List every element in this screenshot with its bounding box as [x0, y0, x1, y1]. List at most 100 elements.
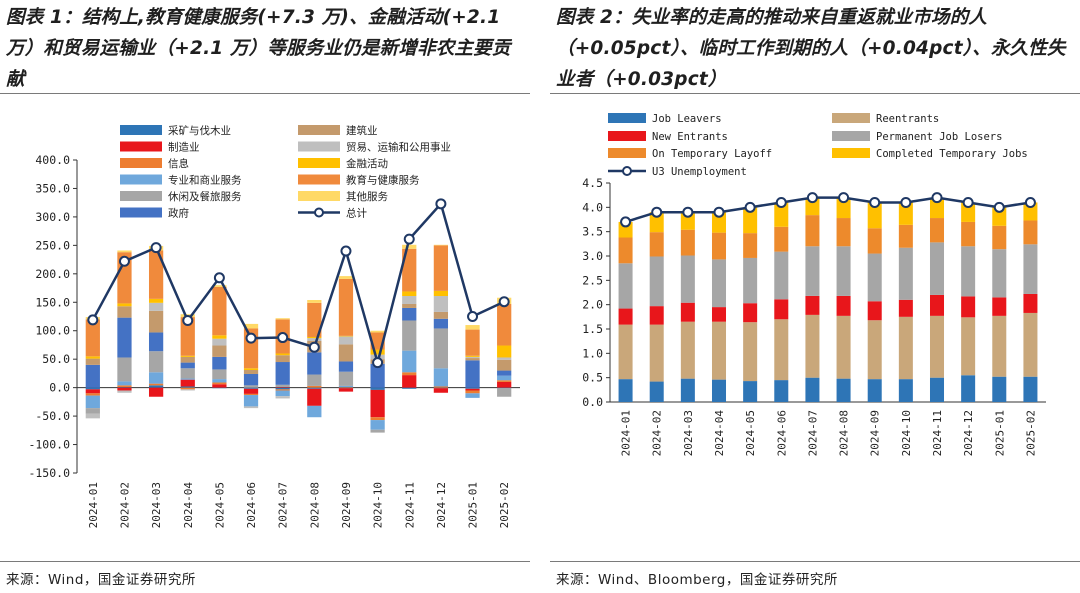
y-tick-label: 4.0 — [582, 200, 603, 214]
x-tick-label: 2024-06 — [775, 410, 788, 456]
bar-segment — [243, 406, 259, 409]
bar-segment — [497, 375, 512, 381]
legend-label: 贸易、运输和公用事业 — [346, 141, 451, 154]
legend-label: 信息 — [168, 157, 189, 170]
legend-swatch — [120, 125, 162, 135]
bar-segment — [148, 372, 164, 384]
bar-segment — [212, 356, 227, 370]
bar-segment — [1023, 202, 1038, 221]
bar-segment — [402, 372, 417, 376]
legend-swatch — [120, 141, 162, 152]
bar-segment — [402, 375, 417, 388]
bar-segment — [307, 387, 322, 389]
x-tick-label: 2024-05 — [744, 410, 757, 456]
bar-segment — [275, 387, 290, 388]
total-marker — [403, 233, 415, 245]
x-tick-label: 2024-03 — [682, 410, 695, 456]
bar-segment — [1023, 376, 1038, 402]
x-tick-label: 2025-01 — [993, 410, 1006, 456]
total-marker — [744, 201, 756, 213]
bar-segment — [497, 345, 512, 358]
bar-segment — [117, 303, 132, 307]
legend-swatch — [608, 131, 646, 141]
bar-segment — [1023, 312, 1038, 377]
x-tick-label: 2024-08 — [308, 482, 321, 528]
y-tick-label: 200.0 — [35, 267, 70, 281]
bar-segment — [867, 202, 882, 229]
x-tick-label: 2024-07 — [806, 410, 819, 456]
right-source-note: 来源：Wind、Bloomberg，国金证券研究所 — [556, 572, 838, 588]
legend-swatch — [120, 207, 162, 218]
bar-segment — [402, 320, 417, 351]
legend-label: 金融活动 — [346, 157, 388, 170]
y-tick-label: 300.0 — [35, 210, 70, 224]
bar-segment — [433, 328, 449, 369]
y-tick-label: 0.5 — [582, 371, 603, 385]
x-tick-label: 2024-12 — [435, 482, 448, 528]
total-marker — [682, 206, 694, 218]
total-line — [91, 201, 505, 368]
bar-segment — [433, 311, 449, 319]
bar-segment — [243, 373, 259, 386]
bar-segment — [338, 387, 354, 389]
bar-segment — [85, 395, 100, 409]
bar-segment — [370, 389, 385, 418]
bar-segment — [243, 388, 259, 394]
bar-segment — [649, 381, 664, 402]
total-marker — [277, 332, 289, 344]
bar-segment — [898, 202, 913, 225]
bar-segment — [307, 299, 322, 303]
bar-segment — [402, 296, 417, 304]
left-title-divider — [0, 93, 530, 94]
total-marker — [182, 314, 194, 326]
bar-segment — [180, 379, 195, 387]
legend-label: Job Leavers — [652, 113, 722, 125]
y-tick-label: 0.0 — [49, 381, 70, 395]
bar-segment — [433, 318, 449, 329]
bar-segment — [433, 388, 449, 393]
bar-segment — [148, 387, 164, 397]
bar-segment — [898, 224, 913, 248]
legend-swatch — [832, 131, 870, 141]
legend-label: U3 Unemployment — [652, 166, 747, 178]
legend-swatch — [832, 148, 870, 158]
bar-segment — [148, 310, 164, 333]
bar-segment — [243, 369, 259, 374]
bar-segment — [711, 321, 727, 380]
bar-segment — [929, 315, 945, 378]
bar-segment — [961, 296, 976, 318]
bar-segment — [929, 218, 945, 243]
bar-segment — [307, 352, 322, 375]
bar-segment — [402, 387, 417, 389]
bar-segment — [711, 212, 727, 233]
bar-segment — [275, 389, 290, 391]
bar-segment — [680, 321, 695, 379]
bar-segment — [370, 429, 385, 433]
total-marker — [775, 196, 787, 208]
total-marker — [245, 332, 257, 344]
bar-segment — [465, 387, 480, 389]
bar-segment — [433, 245, 449, 291]
bar-segment — [680, 255, 695, 303]
bar-segment — [618, 263, 633, 309]
bar-segment — [338, 335, 354, 337]
bar-segment — [805, 197, 820, 216]
total-marker — [713, 206, 725, 218]
bar-segment — [898, 299, 913, 317]
bar-segment — [85, 358, 100, 365]
bar-segment — [1023, 220, 1038, 245]
bar-segment — [180, 317, 195, 356]
bar-segment — [117, 390, 132, 393]
bar-segment — [117, 387, 132, 391]
y-tick-label: 3.5 — [582, 225, 603, 239]
bar-segment — [338, 361, 354, 372]
bar-segment — [275, 384, 290, 388]
x-tick-label: 2024-04 — [713, 410, 726, 457]
bar-segment — [805, 295, 820, 315]
bar-segment — [743, 381, 758, 402]
bar-segment — [307, 388, 322, 406]
x-tick-label: 2024-08 — [838, 410, 851, 456]
bar-segment — [898, 316, 913, 380]
